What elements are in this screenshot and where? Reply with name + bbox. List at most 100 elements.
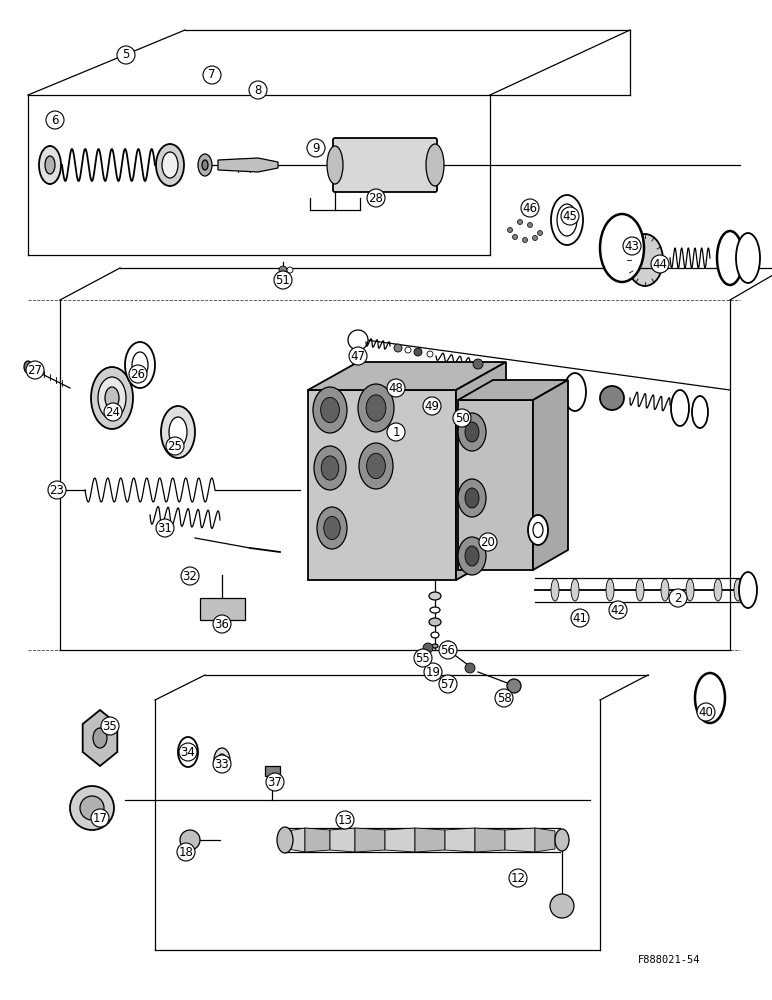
Circle shape (180, 830, 200, 850)
Circle shape (181, 567, 199, 585)
Ellipse shape (366, 395, 386, 421)
Circle shape (101, 717, 119, 735)
Circle shape (453, 409, 471, 427)
Ellipse shape (606, 579, 614, 601)
Text: 51: 51 (276, 273, 290, 286)
Ellipse shape (183, 744, 193, 760)
Circle shape (117, 46, 135, 64)
Ellipse shape (717, 231, 743, 285)
Ellipse shape (429, 618, 441, 626)
Circle shape (91, 809, 109, 827)
Ellipse shape (627, 234, 663, 286)
Ellipse shape (465, 422, 479, 442)
Ellipse shape (91, 367, 133, 429)
Ellipse shape (156, 144, 184, 186)
Ellipse shape (367, 453, 385, 479)
Text: 26: 26 (130, 367, 145, 380)
Text: 8: 8 (254, 84, 262, 97)
Text: F888021-54: F888021-54 (638, 955, 700, 965)
Ellipse shape (198, 154, 212, 176)
Text: 19: 19 (425, 666, 441, 678)
Circle shape (405, 347, 411, 353)
Ellipse shape (458, 537, 486, 575)
Ellipse shape (321, 456, 339, 480)
Circle shape (527, 223, 533, 228)
Text: 18: 18 (178, 846, 194, 858)
Circle shape (70, 786, 114, 830)
Ellipse shape (125, 342, 155, 388)
Ellipse shape (551, 195, 583, 245)
Circle shape (387, 379, 405, 397)
Text: 41: 41 (573, 611, 587, 624)
Polygon shape (535, 828, 555, 852)
Text: 34: 34 (181, 746, 195, 758)
Polygon shape (415, 828, 445, 852)
Ellipse shape (178, 737, 198, 767)
Ellipse shape (369, 196, 383, 204)
Circle shape (473, 359, 483, 369)
Circle shape (48, 481, 66, 499)
Ellipse shape (736, 233, 760, 283)
Text: 37: 37 (268, 776, 283, 788)
Polygon shape (475, 828, 505, 852)
Polygon shape (265, 766, 280, 776)
Circle shape (571, 609, 589, 627)
Ellipse shape (214, 748, 230, 772)
Text: 44: 44 (652, 257, 668, 270)
Circle shape (423, 397, 441, 415)
Text: 50: 50 (455, 412, 469, 424)
Text: 7: 7 (208, 68, 215, 82)
Circle shape (550, 894, 574, 918)
Circle shape (513, 234, 517, 239)
Polygon shape (218, 158, 278, 172)
Polygon shape (505, 828, 535, 852)
Polygon shape (456, 362, 506, 580)
Circle shape (348, 330, 368, 350)
Ellipse shape (551, 579, 559, 601)
Text: 17: 17 (93, 812, 107, 824)
Circle shape (80, 796, 104, 820)
Circle shape (104, 403, 122, 421)
Circle shape (307, 139, 325, 157)
Polygon shape (385, 828, 415, 852)
Circle shape (213, 615, 231, 633)
Ellipse shape (320, 397, 340, 423)
Polygon shape (533, 380, 568, 570)
Circle shape (394, 344, 402, 352)
Ellipse shape (323, 516, 340, 540)
Circle shape (387, 423, 405, 441)
Ellipse shape (571, 579, 579, 601)
Text: 13: 13 (337, 814, 353, 826)
Circle shape (203, 66, 221, 84)
Circle shape (279, 266, 287, 274)
Circle shape (424, 663, 442, 681)
Text: 42: 42 (611, 603, 625, 616)
Text: 2: 2 (674, 591, 682, 604)
Circle shape (523, 237, 527, 242)
FancyBboxPatch shape (333, 138, 437, 192)
Text: 9: 9 (312, 141, 320, 154)
Ellipse shape (277, 827, 293, 853)
Circle shape (465, 663, 475, 673)
Circle shape (213, 755, 231, 773)
Ellipse shape (600, 214, 644, 282)
Circle shape (439, 675, 457, 693)
Text: 20: 20 (480, 536, 496, 548)
Circle shape (179, 743, 197, 761)
Ellipse shape (24, 361, 32, 373)
Circle shape (697, 703, 715, 721)
Ellipse shape (314, 446, 346, 490)
Text: 55: 55 (415, 652, 430, 664)
Text: 27: 27 (28, 363, 42, 376)
Polygon shape (458, 380, 568, 400)
Circle shape (509, 869, 527, 887)
Text: 28: 28 (368, 192, 384, 205)
Ellipse shape (45, 156, 55, 174)
Ellipse shape (358, 384, 394, 432)
Circle shape (266, 773, 284, 791)
Ellipse shape (432, 644, 438, 648)
Text: 48: 48 (388, 381, 404, 394)
Ellipse shape (557, 204, 577, 236)
Circle shape (156, 519, 174, 537)
Circle shape (651, 255, 669, 273)
